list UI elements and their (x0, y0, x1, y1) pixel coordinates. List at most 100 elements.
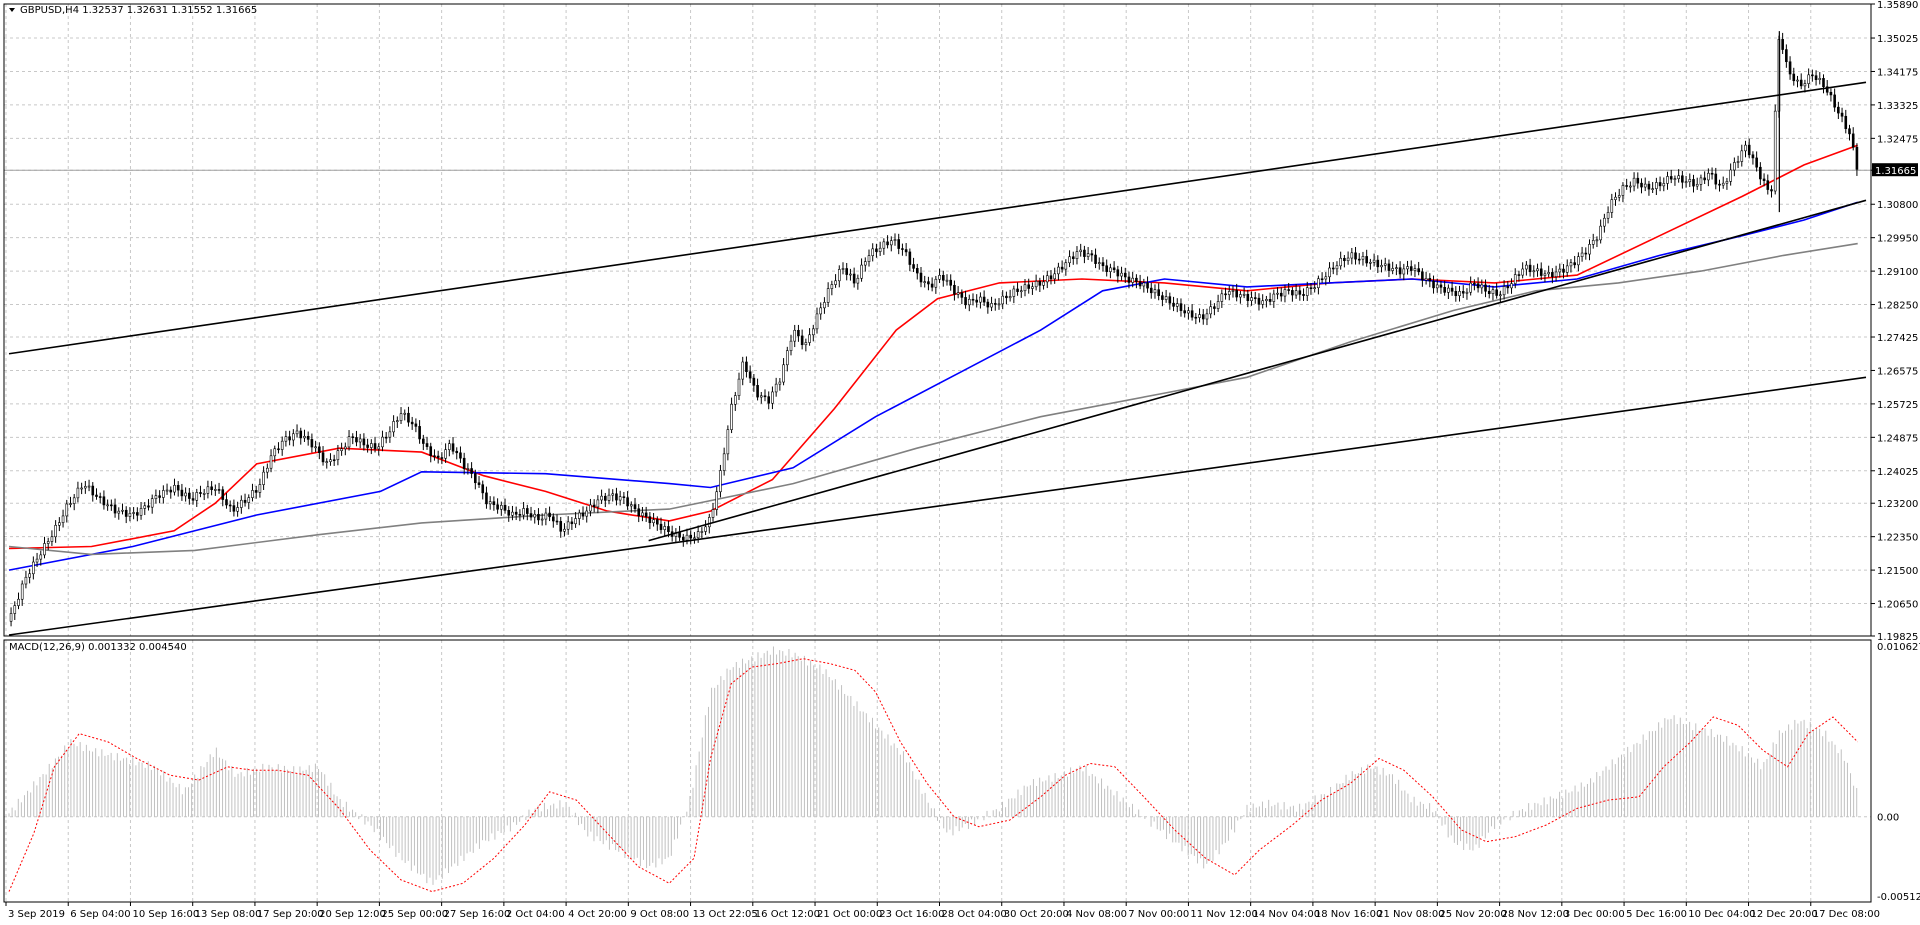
candle-body (882, 241, 886, 249)
candle-body (72, 497, 76, 504)
candle-body (1231, 290, 1235, 292)
candle-body (1729, 169, 1732, 182)
candle-body (1625, 185, 1628, 187)
price-axis[interactable]: 1.35890 1.35025 1.34175 1.33325 1.32475 1.308… (1871, 0, 1918, 643)
candle-body (366, 444, 369, 448)
candle-body (1343, 257, 1346, 262)
candle-body (1614, 196, 1617, 200)
candle-body (128, 513, 132, 517)
candle-body (689, 534, 693, 539)
candle-body (1458, 291, 1461, 297)
time-axis[interactable]: 3 Sep 2019 6 Sep 04:00 10 Sep 16:0013 Sep … (5, 902, 1880, 920)
candle-body (1216, 301, 1220, 309)
candle-body (1361, 256, 1365, 260)
candle-body (893, 239, 897, 241)
candle-body (1421, 271, 1424, 281)
candle-body (997, 303, 1001, 306)
candle-body (1291, 290, 1294, 296)
candle-body (971, 298, 975, 301)
candle-body (982, 296, 986, 303)
candle-body (1484, 284, 1487, 292)
trendline[interactable] (648, 199, 1867, 542)
candle-body (1116, 269, 1120, 277)
candle-body (1796, 79, 1799, 82)
candle-body (834, 280, 837, 285)
candle-body (1495, 289, 1498, 296)
candle-body (1380, 265, 1383, 268)
candle-body (332, 459, 336, 462)
macd-tick-label: 0.00 (1877, 813, 1899, 824)
candle-body (1699, 177, 1703, 185)
macd-axis[interactable]: 0.010627 0.00 -0.005127 (1877, 642, 1920, 903)
candle-body (1298, 290, 1302, 295)
candle-body (756, 385, 759, 398)
candle-body (1692, 179, 1695, 187)
candle-body (741, 361, 745, 380)
moving-average-line (8, 144, 1858, 550)
candle-body (800, 335, 804, 346)
candle-body (1432, 280, 1435, 289)
trendline[interactable] (8, 376, 1867, 636)
candle-body (967, 298, 971, 306)
candle-body (1480, 284, 1484, 289)
candle-body (886, 241, 889, 246)
candle-body (1287, 289, 1290, 291)
candle-body (774, 383, 778, 393)
candle-body (652, 519, 655, 524)
price-tick-label: 1.32475 (1877, 134, 1918, 145)
collapse-triangle-icon[interactable] (9, 8, 15, 12)
trendlines[interactable] (8, 81, 1867, 636)
price-tick-label: 1.34175 (1877, 67, 1918, 78)
candle-body (1409, 266, 1413, 271)
candle-body (1395, 267, 1398, 269)
candle-body (540, 518, 544, 521)
candle-body (1105, 265, 1108, 272)
candle-body (1198, 314, 1201, 318)
candle-body (377, 446, 381, 450)
candle-body (1461, 291, 1465, 294)
candle-body (570, 521, 574, 525)
candle-body (1161, 295, 1164, 300)
candle-body (169, 489, 173, 493)
trendline[interactable] (8, 81, 1867, 355)
candle-body (1435, 284, 1439, 289)
time-tick-label: 10 Sep 16:00 (132, 909, 199, 920)
candle-body (815, 313, 819, 330)
candle-body (199, 492, 202, 494)
candle-body (1759, 166, 1762, 180)
candle-body (700, 531, 704, 533)
candle-body (979, 296, 982, 303)
candle-body (1577, 256, 1580, 266)
candle-body (1413, 268, 1417, 271)
time-tick-label: 9 Oct 08:00 (630, 909, 689, 920)
candle-body (1320, 278, 1324, 281)
candle-body (113, 504, 117, 514)
candle-body (373, 443, 377, 450)
candle-body (295, 430, 299, 435)
candle-body (228, 504, 232, 507)
candle-body (195, 492, 199, 501)
candle-body (1079, 249, 1082, 252)
candle-body (1109, 267, 1112, 272)
candle-body (1005, 295, 1008, 299)
candle-body (1101, 262, 1105, 267)
macd-signal-line (8, 658, 1859, 893)
candle-body (132, 512, 135, 514)
panel-frames (3, 3, 1872, 903)
time-tick-label: 28 Nov 12:00 (1502, 909, 1569, 920)
candle-body (1632, 177, 1636, 187)
candle-body (1045, 275, 1049, 283)
candle-body (919, 272, 923, 283)
candle-body (1736, 161, 1740, 163)
candle-body (1276, 292, 1279, 295)
candle-body (1536, 268, 1539, 272)
price-tick-label: 1.24875 (1877, 433, 1918, 444)
candle-body (1123, 272, 1127, 278)
candle-body (1038, 280, 1042, 286)
candle-body (1313, 287, 1316, 290)
candle-body (277, 448, 280, 451)
candle-body (1647, 183, 1651, 190)
candle-body (823, 302, 826, 309)
